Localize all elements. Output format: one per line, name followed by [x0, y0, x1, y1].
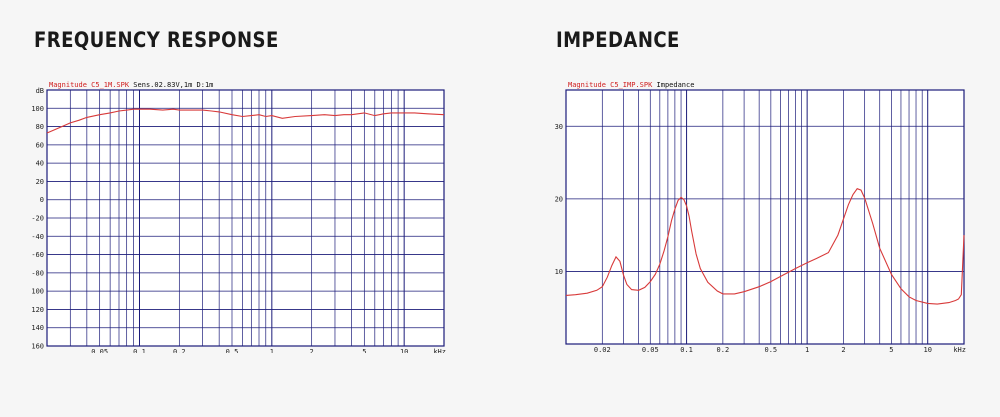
impedance-x-tick-label: 2: [841, 346, 845, 353]
frequency-response-y-tick-label: -80: [32, 269, 44, 277]
frequency-response-x-tick-label: 0.05: [91, 348, 108, 353]
impedance-plot-area: [565, 89, 965, 345]
impedance-x-tick-label: 10: [923, 346, 931, 353]
frequency-response-y-tick-label: -160: [32, 343, 44, 351]
frequency-response-plot: 100 80 60 40 20 0 -20 -40 -60 -80 -100 -120 -140 -160…: [27, 81, 446, 356]
frequency-response-chart: 100 80 60 40 20 0 -20 -40 -60 -80 -100 -120 -140 -160…: [27, 78, 452, 357]
frequency-response-y-tick-label: 0: [40, 196, 44, 204]
frequency-response-x-tick-label: 0.5: [226, 348, 239, 353]
frequency-response-y-tick-label: -100: [32, 288, 44, 296]
frequency-response-y-tick-label: 100: [32, 105, 44, 113]
frequency-response-x-unit-label: kHz: [433, 348, 446, 353]
frequency-response-y-tick-label: -20: [32, 215, 44, 223]
impedance-chart: 30 20 10 0.02 0.05 0.1 0.2 0.5 1 2 5 10 kHz Magnitude…: [552, 78, 972, 357]
frequency-response-y-tick-label: -40: [32, 233, 44, 241]
impedance-y-tick-label: 20: [555, 195, 563, 203]
frequency-response-y-unit-label: dB: [36, 87, 44, 95]
frequency-response-y-tick-label: 20: [36, 178, 44, 186]
impedance-legend: Magnitude C5_IMP.SPK Impedance: [568, 81, 694, 89]
impedance-x-tick-label: 0.1: [680, 346, 693, 353]
frequency-response-y-tick-label: 80: [36, 123, 44, 131]
frequency-response-title: FREQUENCY RESPONSE: [34, 28, 279, 52]
frequency-response-x-tick-label: 1: [270, 348, 274, 353]
impedance-y-tick-label: 10: [555, 268, 563, 276]
frequency-response-y-tick-label: 40: [36, 160, 44, 168]
impedance-x-tick-label: 0.5: [765, 346, 778, 353]
impedance-x-tick-label: 0.2: [717, 346, 730, 353]
impedance-x-tick-label: 5: [889, 346, 893, 353]
frequency-response-y-tick-label: -120: [32, 306, 44, 314]
frequency-response-y-tick-label: 60: [36, 141, 44, 149]
frequency-response-x-tick-label: 10: [400, 348, 408, 353]
impedance-x-tick-label: 0.05: [642, 346, 659, 353]
impedance-plot: 30 20 10 0.02 0.05 0.1 0.2 0.5 1 2 5 10 kHz Magnitude…: [555, 81, 966, 354]
impedance-x-tick-label: 0.02: [594, 346, 611, 353]
impedance-y-tick-label: 30: [555, 123, 563, 131]
frequency-response-y-tick-label: -60: [32, 251, 44, 259]
frequency-response-series-line: [46, 108, 445, 134]
impedance-title: IMPEDANCE: [556, 28, 680, 52]
frequency-response-x-tick-label: 5: [362, 348, 366, 353]
frequency-response-legend: Magnitude C5_1M.SPK Sens.02.83V,1m D:1m: [49, 81, 213, 89]
impedance-x-tick-label: 1: [805, 346, 809, 353]
frequency-response-x-tick-label: 0.1: [133, 348, 146, 353]
frequency-response-x-tick-label: 2: [310, 348, 314, 353]
impedance-series-line: [565, 188, 965, 305]
frequency-response-x-tick-label: 0.2: [173, 348, 186, 353]
impedance-x-unit-label: kHz: [953, 346, 966, 353]
frequency-response-y-tick-label: -140: [32, 324, 44, 332]
